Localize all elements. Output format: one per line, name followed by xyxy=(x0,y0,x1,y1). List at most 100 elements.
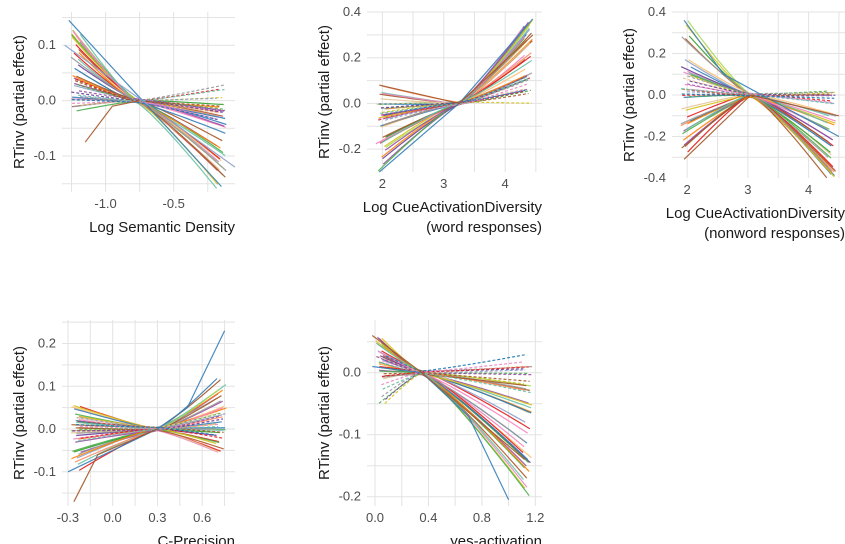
series-line-extreme xyxy=(683,94,840,160)
y-axis-title: RTinv (partial effect) xyxy=(621,28,638,162)
chart-panel-4: -0.3 0.0 0.3 0.6 -0.1 0.0 0.1 0.2 C-Precision RTi… xyxy=(11,320,235,544)
y-tick-label: 0.2 xyxy=(343,50,361,65)
series-line xyxy=(690,74,832,159)
series-line-dashed xyxy=(75,78,219,102)
x-axis-title: Log CueActivationDiversity xyxy=(666,205,845,222)
y-axis-title: RTinv (partial effect) xyxy=(11,35,28,169)
series-line-extreme xyxy=(64,44,236,168)
series-line xyxy=(79,70,221,171)
y-tick-label: 0.1 xyxy=(38,378,56,393)
series-line-dashed xyxy=(78,88,225,102)
y-tick-label: -0.1 xyxy=(339,427,361,442)
series-line-dashed xyxy=(80,423,220,430)
series-line-dashed xyxy=(72,100,222,118)
series-line-dashed xyxy=(76,424,217,436)
series-line-extreme xyxy=(371,335,525,460)
series-line-dashed xyxy=(681,93,835,99)
series-line-dashed xyxy=(687,83,833,97)
y-tick-label: -0.4 xyxy=(644,170,666,185)
y-tick-label: -0.2 xyxy=(644,129,666,144)
series-line-dashed xyxy=(382,373,531,394)
series-line xyxy=(381,27,530,105)
x-tick-label: 0.0 xyxy=(366,510,384,525)
x-tick-label: 0.4 xyxy=(419,510,437,525)
y-tick-label: 0.0 xyxy=(648,87,666,102)
series-line xyxy=(681,36,833,172)
x-tick-label: -1.0 xyxy=(94,196,116,211)
y-tick-label: 0.2 xyxy=(38,336,56,351)
series-line-dashed xyxy=(72,415,219,432)
y-axis-title: RTinv (partial effect) xyxy=(316,25,333,159)
series-line-dashed xyxy=(380,79,525,109)
y-tick-label: 0.4 xyxy=(343,4,361,19)
x-tick-label: 0.6 xyxy=(193,510,211,525)
series-line xyxy=(79,34,218,189)
x-tick-label: 2 xyxy=(684,182,691,197)
series-line xyxy=(382,372,526,442)
y-tick-label: 0.0 xyxy=(38,421,56,436)
series-line-extreme xyxy=(84,100,140,143)
series-line-extreme xyxy=(73,428,158,502)
series-line xyxy=(378,350,529,434)
y-tick-label: 0.0 xyxy=(343,365,361,380)
x-axis-title: (nonword responses) xyxy=(704,225,845,242)
x-tick-label: 3 xyxy=(744,182,751,197)
y-tick-label: 0.4 xyxy=(648,4,666,19)
series-line-dashed xyxy=(77,420,224,433)
y-tick-label: 0.0 xyxy=(38,93,56,108)
series-line-dashed xyxy=(378,372,528,404)
x-axis-title: (word responses) xyxy=(426,219,542,236)
series-line-dashed xyxy=(78,90,225,112)
series-line-dashed xyxy=(381,366,529,378)
x-tick-label: 2 xyxy=(379,176,386,191)
y-axis-title: RTinv (partial effect) xyxy=(11,346,28,480)
chart-panel-1: -1.0 -0.5 -0.1 0.0 0.1 Log Semantic Density RT… xyxy=(11,12,235,236)
series-line-extreme xyxy=(67,330,226,473)
y-tick-label: -0.1 xyxy=(34,464,56,479)
x-axis-title: Log Semantic Density xyxy=(89,219,235,236)
y-tick-label: -0.2 xyxy=(339,141,361,156)
series-line-dashed xyxy=(72,84,226,102)
series-line-extreme xyxy=(372,365,510,501)
series-line-dashed xyxy=(378,83,528,120)
series-line xyxy=(688,59,834,115)
chart-panel-5: 0.0 0.4 0.8 1.2 -0.2 -0.1 0.0 yes-activation RTi… xyxy=(316,320,544,544)
series-line xyxy=(74,67,226,120)
x-tick-label: 3 xyxy=(440,176,447,191)
series-line xyxy=(377,79,527,172)
chart-panel-2: 2 3 4 -0.2 0.0 0.2 0.4 Log CueActivationDiversi… xyxy=(316,4,542,236)
y-tick-label: -0.2 xyxy=(339,489,361,504)
series-line xyxy=(382,59,526,138)
x-tick-label: 1.2 xyxy=(526,510,544,525)
x-tick-label: 4 xyxy=(805,182,812,197)
y-tick-label: -0.1 xyxy=(34,148,56,163)
y-tick-label: 0.0 xyxy=(343,95,361,110)
x-axis-title: C-Precision xyxy=(157,533,235,544)
x-axis-title: Log CueActivationDiversity xyxy=(363,199,543,216)
series-line-extreme xyxy=(379,34,534,105)
y-tick-label: 0.1 xyxy=(38,37,56,52)
series-line-extreme xyxy=(683,19,840,138)
series-line-dashed xyxy=(381,89,532,109)
chart-panel-3: 2 3 4 -0.4 -0.2 0.0 0.2 0.4 Log CueActivationDiv… xyxy=(621,4,845,242)
x-tick-label: 0.3 xyxy=(148,510,166,525)
x-tick-label: -0.3 xyxy=(57,510,79,525)
x-axis-title: yes-activation xyxy=(450,533,542,544)
series-line-dashed xyxy=(380,77,530,114)
series-line-dashed xyxy=(689,80,836,96)
series-line-dashed xyxy=(376,355,533,376)
x-tick-label: 0.0 xyxy=(104,510,122,525)
series-line-dashed xyxy=(74,80,222,107)
series-line-dashed xyxy=(77,426,219,442)
series-line-dashed xyxy=(385,354,525,372)
y-axis-title: RTinv (partial effect) xyxy=(316,346,333,480)
series-line-dashed xyxy=(381,366,533,398)
x-tick-label: 0.8 xyxy=(473,510,491,525)
series-line-dashed xyxy=(380,361,526,374)
series-line-dashed xyxy=(687,75,835,95)
series-line xyxy=(75,400,223,443)
series-line-dashed xyxy=(78,423,218,431)
series-line xyxy=(680,94,835,173)
series-line-dashed xyxy=(384,92,529,119)
